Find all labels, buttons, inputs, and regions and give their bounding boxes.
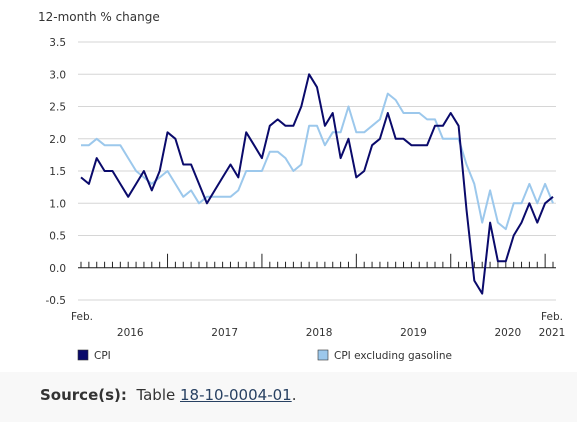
y-tick-label: 0.5 (49, 231, 66, 243)
legend-swatch (317, 349, 329, 361)
y-tick-label: 1.5 (49, 166, 66, 178)
y-tick-label: -0.5 (46, 295, 67, 307)
source-text: Table (136, 386, 176, 404)
y-tick-label: 3.0 (49, 69, 66, 81)
y-tick-label: 0.0 (49, 263, 66, 275)
series-line-cpi-excluding-gasoline (81, 92, 554, 231)
y-axis-title: 12-month % change (38, 10, 160, 24)
legend-label: CPI excluding gasoline (334, 350, 452, 362)
legend-swatch (77, 349, 89, 361)
x-start-label: Feb. (71, 311, 93, 323)
x-year-label: 2019 (400, 327, 427, 339)
x-end-label: Feb. (541, 311, 563, 323)
y-tick-label: 1.0 (49, 198, 66, 210)
chart-panel (0, 0, 577, 372)
x-end-year: 2021 (539, 327, 566, 339)
cpi-line-chart: 12-month % change 3.5 3.0 2.5 2.0 1.5 1.0 0.5 0… (38, 10, 566, 362)
series-lines (80, 73, 554, 295)
legend-label: CPI (94, 350, 111, 362)
y-tick-label: 2.0 (49, 134, 66, 146)
y-tick-label: 3.5 (49, 37, 66, 49)
x-year-label: 2018 (306, 327, 333, 339)
legend: CPI CPI excluding gasoline (77, 349, 452, 362)
x-axis: Feb. Feb. 2021 2016 2017 2018 2019 2020 (71, 253, 566, 339)
x-year-label: 2017 (211, 327, 238, 339)
source-label: Source(s): (40, 386, 127, 404)
x-year-label: 2020 (494, 327, 521, 339)
series-line-cpi (80, 73, 554, 295)
source-line: Source(s): Table 18-10-0004-01. (40, 386, 296, 404)
y-tick-labels: 3.5 3.0 2.5 2.0 1.5 1.0 0.5 0.0 -0.5 (46, 37, 67, 307)
x-year-label: 2016 (117, 327, 144, 339)
y-tick-label: 2.5 (49, 102, 66, 114)
gridlines (78, 41, 556, 301)
source-end: . (291, 386, 297, 404)
source-table-link[interactable]: 18-10-0004-01 (180, 386, 292, 404)
